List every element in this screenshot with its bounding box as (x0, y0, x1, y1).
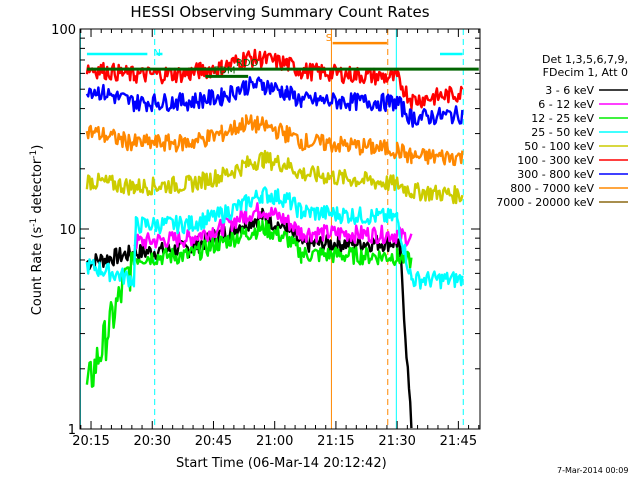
series-6 (85, 76, 464, 128)
x-tick-label: 21:45 (440, 434, 477, 449)
series-5 (85, 48, 464, 111)
legend-label-0: 3 - 6 keV (545, 84, 594, 97)
y-tick-label: 1 (68, 423, 76, 438)
legend-header-line: FDecim 1, Att 0 (543, 66, 628, 79)
legend-header-line: Det 1,3,5,6,7,9, (542, 53, 628, 66)
series-line-1 (133, 202, 413, 250)
legend-label-5: 100 - 300 keV (517, 154, 594, 167)
legend-label-6: 300 - 800 keV (517, 168, 594, 181)
y-tick-label: 10 (59, 223, 76, 238)
x-tick-label: 21:00 (256, 434, 293, 449)
series-3 (85, 186, 464, 290)
y-tick-label: 100 (51, 23, 76, 38)
date-stamp: 7-Mar-2014 00:09 (557, 466, 628, 475)
series-line-3 (85, 186, 464, 290)
x-tick-label: 21:15 (317, 434, 354, 449)
series-line-2 (85, 219, 413, 388)
legend-label-7: 800 - 7000 keV (510, 182, 594, 195)
state-label-5: S (326, 33, 332, 44)
series-line-6 (85, 76, 464, 128)
plot-area: NFDMRDOS (80, 29, 479, 429)
legend-label-2: 12 - 25 keV (531, 112, 594, 125)
x-tick-label: 20:45 (195, 434, 232, 449)
series-line-5 (85, 48, 464, 111)
legend-label-8: 7000 - 20000 keV (496, 196, 594, 209)
series-7 (85, 114, 464, 167)
state-label-4: RDO (236, 58, 259, 69)
series-2 (85, 219, 413, 388)
x-axis-label: Start Time (06-Mar-14 20:12:42) (176, 456, 387, 471)
state-label-3: FDM (213, 65, 235, 76)
x-tick-label: 20:30 (134, 434, 171, 449)
legend-label-1: 6 - 12 keV (538, 98, 594, 111)
series-line-4 (85, 149, 464, 205)
x-tick-label: 20:15 (72, 434, 109, 449)
series-line-7 (85, 114, 464, 167)
x-tick-label: 21:30 (378, 434, 415, 449)
series-4 (85, 149, 464, 205)
chart-title: HESSI Observing Summary Count Rates (130, 3, 429, 21)
series-1 (133, 202, 413, 250)
legend-label-3: 25 - 50 keV (531, 126, 594, 139)
y-axis-label: Count Rate (s-1 detector-1) (29, 145, 45, 316)
legend: Det 1,3,5,6,7,9,FDecim 1, Att 0 3 - 6 keV… (496, 53, 628, 209)
legend-label-4: 50 - 100 keV (524, 140, 594, 153)
